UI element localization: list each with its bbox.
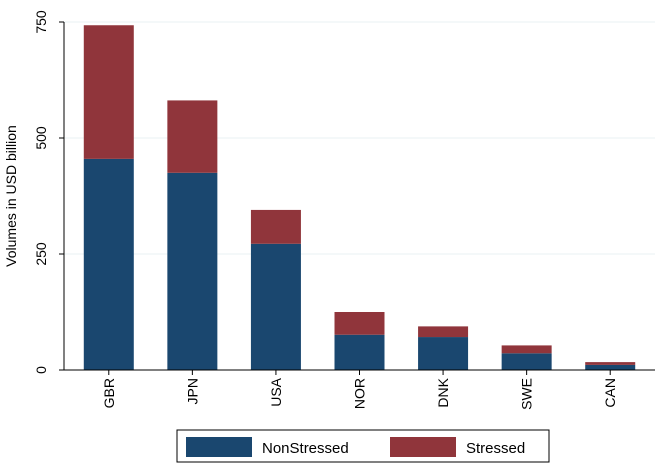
legend: NonStressed Stressed [176,429,550,463]
y-tick-label: 500 [33,126,49,150]
y-axis-label: Volumes in USD billion [3,125,19,267]
bar-stressed-gbr [83,25,134,159]
x-tick-label: NOR [352,378,368,409]
x-tick-label: CAN [602,378,618,408]
bar-nonstressed-swe [501,353,552,370]
x-tick-label: DNK [435,377,451,407]
bar-stressed-dnk [418,326,469,338]
legend-label-nonstressed: NonStressed [262,440,349,457]
y-tick-label: 250 [33,242,49,266]
bar-nonstressed-gbr [83,158,134,370]
x-ticks: GBR JPN USA NOR DNK SWE CAN [64,369,655,410]
bar-stressed-nor [334,312,385,335]
gridlines [64,21,655,255]
y-tick-label: 0 [33,366,49,374]
legend-label-stressed: Stressed [466,440,525,457]
bar-nonstressed-usa [250,243,301,370]
bar-nonstressed-can [585,364,636,370]
bar-nonstressed-jpn [167,172,218,370]
x-tick-label: SWE [519,378,535,410]
bar-stressed-jpn [167,100,218,173]
bar-stressed-can [585,362,636,365]
x-tick-label: GBR [101,378,117,408]
y-tick-label: 750 [33,10,49,34]
legend-swatch-nonstressed [186,437,252,457]
legend-swatch-stressed [390,437,456,457]
x-tick-label: JPN [184,378,200,404]
bars [83,25,636,370]
y-ticks: 0 250 500 750 [33,10,64,374]
bar-nonstressed-dnk [418,337,469,370]
bar-nonstressed-nor [334,334,385,370]
bar-stressed-usa [250,209,301,244]
bar-stressed-swe [501,345,552,354]
x-tick-label: USA [268,377,284,406]
